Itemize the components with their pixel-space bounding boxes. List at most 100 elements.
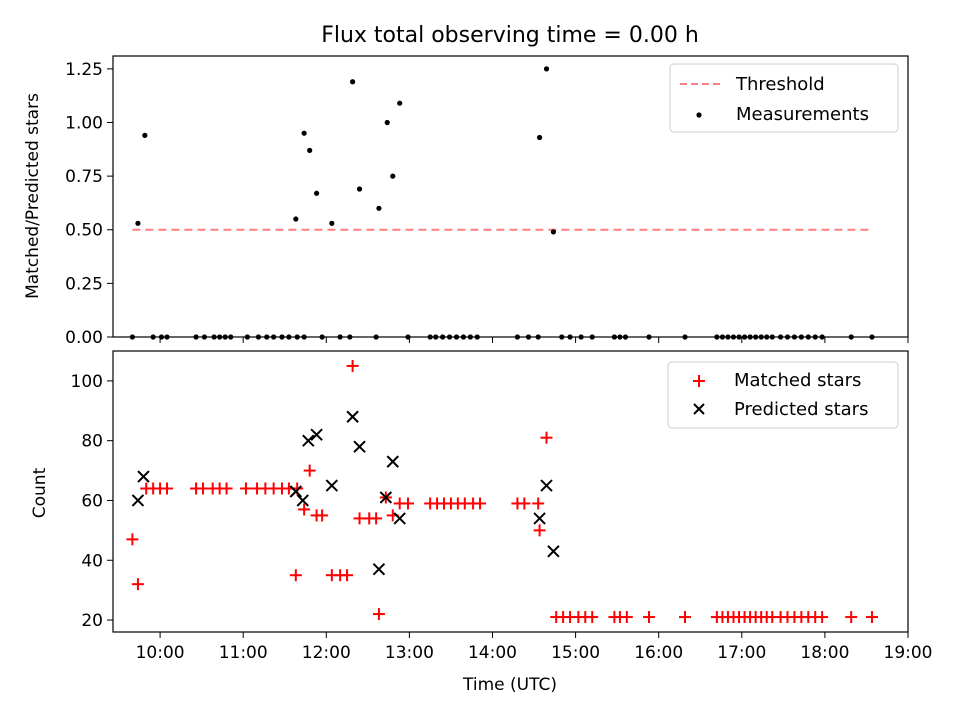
top-y-tick-label: 1.25: [65, 60, 103, 80]
predicted-star-point: [547, 545, 560, 558]
measurement-point: [536, 134, 543, 141]
matched-star-point: [518, 497, 531, 510]
matched-star-point: [341, 569, 354, 582]
matched-star-point: [620, 611, 633, 624]
matched-star-point: [346, 359, 359, 372]
predicted-star-point: [533, 512, 546, 525]
predicted-star-point: [540, 479, 553, 492]
matched-stars-legend-swatch: [693, 375, 705, 387]
x-tick-label: 11:00: [219, 643, 268, 663]
top-panel: 0.00 0.25 0.50 0.75 1.00 1.25 Matched/Predict…: [23, 55, 909, 348]
bottom-y-tick-label: 100: [71, 372, 103, 392]
bottom-legend: Matched stars Predicted stars: [667, 361, 899, 429]
bottom-y-axis-label: Count: [30, 467, 50, 518]
predicted-star-point: [302, 434, 315, 447]
predicted-star-point: [310, 428, 323, 441]
predicted-star-point: [372, 563, 386, 576]
matched-star-point: [239, 482, 252, 495]
measurement-point: [356, 186, 363, 192]
measurement-point: [329, 220, 335, 226]
top-x-axis: [159, 337, 909, 343]
predicted-star-point: [393, 512, 406, 525]
bottom-y-tick-label: 60: [81, 491, 103, 511]
chart-title: Flux total observing time = 0.00 h: [321, 23, 699, 48]
top-y-axis: 0.00 0.25 0.50 0.75 1.00 1.25: [65, 60, 113, 348]
top-legend-box: [669, 63, 899, 133]
matched-star-point: [540, 431, 553, 444]
predicted-star-point: [386, 455, 399, 468]
matched-star-point: [474, 497, 487, 510]
matched-star-point: [845, 611, 858, 624]
x-tick-label: 12:00: [302, 643, 351, 663]
matched-star-point: [289, 569, 302, 582]
matched-star-point: [532, 497, 545, 510]
matched-star-point: [402, 497, 415, 510]
predicted-star-point: [346, 410, 359, 423]
measurement-point: [543, 66, 550, 72]
matched-star-point: [643, 611, 656, 624]
top-y-axis-label: Matched/Predicted stars: [23, 93, 43, 299]
bottom-panel: 20 40 60 80 100 10:00 11:00 12:00 13:00 14:00 15:…: [30, 350, 933, 695]
measurement-point: [550, 229, 557, 235]
measurement-point: [142, 132, 148, 138]
measurement-point: [376, 205, 382, 211]
top-y-tick-label: 0.25: [65, 274, 103, 294]
bottom-y-tick-label: 20: [81, 611, 103, 631]
matched-star-point: [131, 578, 144, 591]
matched-star-point: [586, 611, 599, 624]
predicted-stars-layer: [131, 410, 560, 576]
x-tick-label: 19:00: [884, 643, 933, 663]
x-tick-label: 14:00: [468, 643, 517, 663]
top-y-tick-label: 1.00: [65, 113, 103, 133]
measurement-point: [397, 100, 403, 106]
measurement-point: [293, 216, 299, 222]
measurement-point: [313, 190, 320, 196]
matched-star-point: [303, 464, 316, 477]
measurement-point: [307, 147, 313, 153]
top-legend: Threshold Measurements: [669, 63, 899, 133]
predicted-star-point: [325, 479, 339, 492]
top-y-tick-label: 0.75: [65, 167, 103, 187]
x-tick-label: 17:00: [717, 643, 766, 663]
x-tick-label: 10:00: [136, 643, 185, 663]
top-plot-frame: [112, 55, 909, 338]
matched-star-point: [298, 503, 311, 516]
predicted-star-point: [353, 440, 366, 453]
x-tick-label: 18:00: [800, 643, 849, 663]
matched-star-point: [865, 611, 878, 624]
bottom-y-axis: 20 40 60 80 100: [71, 372, 113, 631]
top-y-tick-label: 0.00: [65, 328, 103, 348]
matched-star-point: [220, 482, 233, 495]
matched-star-point: [126, 533, 139, 546]
x-tick-label: 15:00: [551, 643, 600, 663]
matched-stars-legend-label: Matched stars: [734, 370, 861, 391]
threshold-legend-label: Threshold: [735, 74, 825, 95]
measurement-point: [390, 173, 396, 179]
predicted-star-point: [289, 485, 303, 498]
bottom-y-tick-label: 80: [81, 432, 103, 452]
predicted-star-point: [379, 491, 393, 504]
predicted-star-point: [137, 470, 150, 483]
bottom-plot-frame: [112, 350, 909, 633]
measurement-point: [350, 79, 356, 85]
matched-star-point: [816, 611, 829, 624]
predicted-star-point: [296, 494, 309, 507]
matched-star-point: [372, 608, 385, 621]
predicted-star-point: [131, 494, 145, 507]
bottom-x-axis: 10:00 11:00 12:00 13:00 14:00 15:00 16:00 17:00…: [136, 632, 933, 663]
predicted-stars-legend-label: Predicted stars: [734, 399, 868, 420]
x-axis-label: Time (UTC): [462, 675, 557, 695]
measurement-point: [301, 130, 307, 136]
matched-star-point: [533, 524, 546, 537]
x-tick-label: 16:00: [634, 643, 683, 663]
matched-star-point: [370, 512, 383, 525]
matched-star-point: [679, 611, 692, 624]
predicted-stars-legend-swatch: [693, 403, 705, 415]
bottom-y-tick-label: 40: [81, 551, 103, 571]
matched-star-point: [161, 482, 174, 495]
measurements-legend-label: Measurements: [736, 104, 869, 125]
matched-star-point: [316, 509, 329, 522]
measurement-point: [135, 220, 141, 226]
measurements-legend-swatch: [696, 112, 702, 118]
